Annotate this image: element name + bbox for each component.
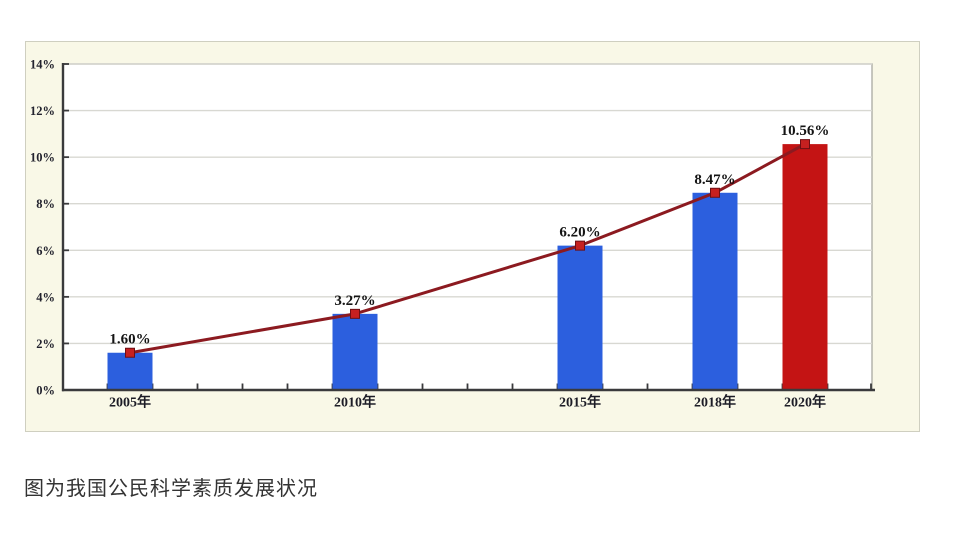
chart-caption: 图为我国公民科学素质发展状况 bbox=[24, 478, 318, 500]
data-label-2015年: 6.20% bbox=[559, 225, 600, 241]
marker-2005年 bbox=[125, 347, 135, 358]
plot-area bbox=[62, 63, 873, 391]
x-axis-label-2015年: 2015年 bbox=[559, 394, 601, 411]
x-axis-label-2020年: 2020年 bbox=[784, 394, 826, 411]
bar-2015年 bbox=[557, 245, 603, 390]
y-axis-label-6%: 6% bbox=[36, 244, 55, 258]
y-axis-label-12%: 12% bbox=[30, 104, 55, 118]
y-axis-label-2%: 2% bbox=[36, 337, 55, 351]
marker-2015年 bbox=[575, 240, 585, 251]
chart-panel: 1.60% 3.27% 6.20% 8.47% 10.56% 0% 2% 4% 6% 8% 10% 1… bbox=[25, 41, 920, 432]
marker-2020年 bbox=[800, 139, 810, 150]
bar-2018年 bbox=[692, 192, 738, 390]
chart-canvas: 1.60% 3.27% 6.20% 8.47% 10.56% 0% 2% 4% 6% 8% 10% 1… bbox=[25, 41, 920, 432]
x-axis-label-2005年: 2005年 bbox=[109, 394, 151, 411]
data-label-2005年: 1.60% bbox=[109, 332, 150, 348]
y-axis-label-8%: 8% bbox=[36, 197, 55, 211]
bar-2010年 bbox=[332, 313, 378, 390]
bar-2020年 bbox=[782, 144, 828, 390]
y-axis-label-4%: 4% bbox=[36, 290, 55, 304]
x-axis-label-2010年: 2010年 bbox=[334, 394, 376, 411]
marker-2010年 bbox=[350, 308, 360, 319]
data-label-2010年: 3.27% bbox=[334, 293, 375, 309]
y-axis-label-0%: 0% bbox=[36, 384, 55, 398]
data-label-2018年: 8.47% bbox=[694, 172, 735, 188]
marker-2018年 bbox=[710, 187, 720, 198]
data-label-2020年: 10.56% bbox=[781, 123, 830, 139]
y-axis-label-10%: 10% bbox=[30, 151, 55, 165]
x-axis-label-2018年: 2018年 bbox=[694, 394, 736, 411]
bar-2005年 bbox=[107, 352, 153, 390]
y-axis-label-14%: 14% bbox=[30, 58, 55, 72]
